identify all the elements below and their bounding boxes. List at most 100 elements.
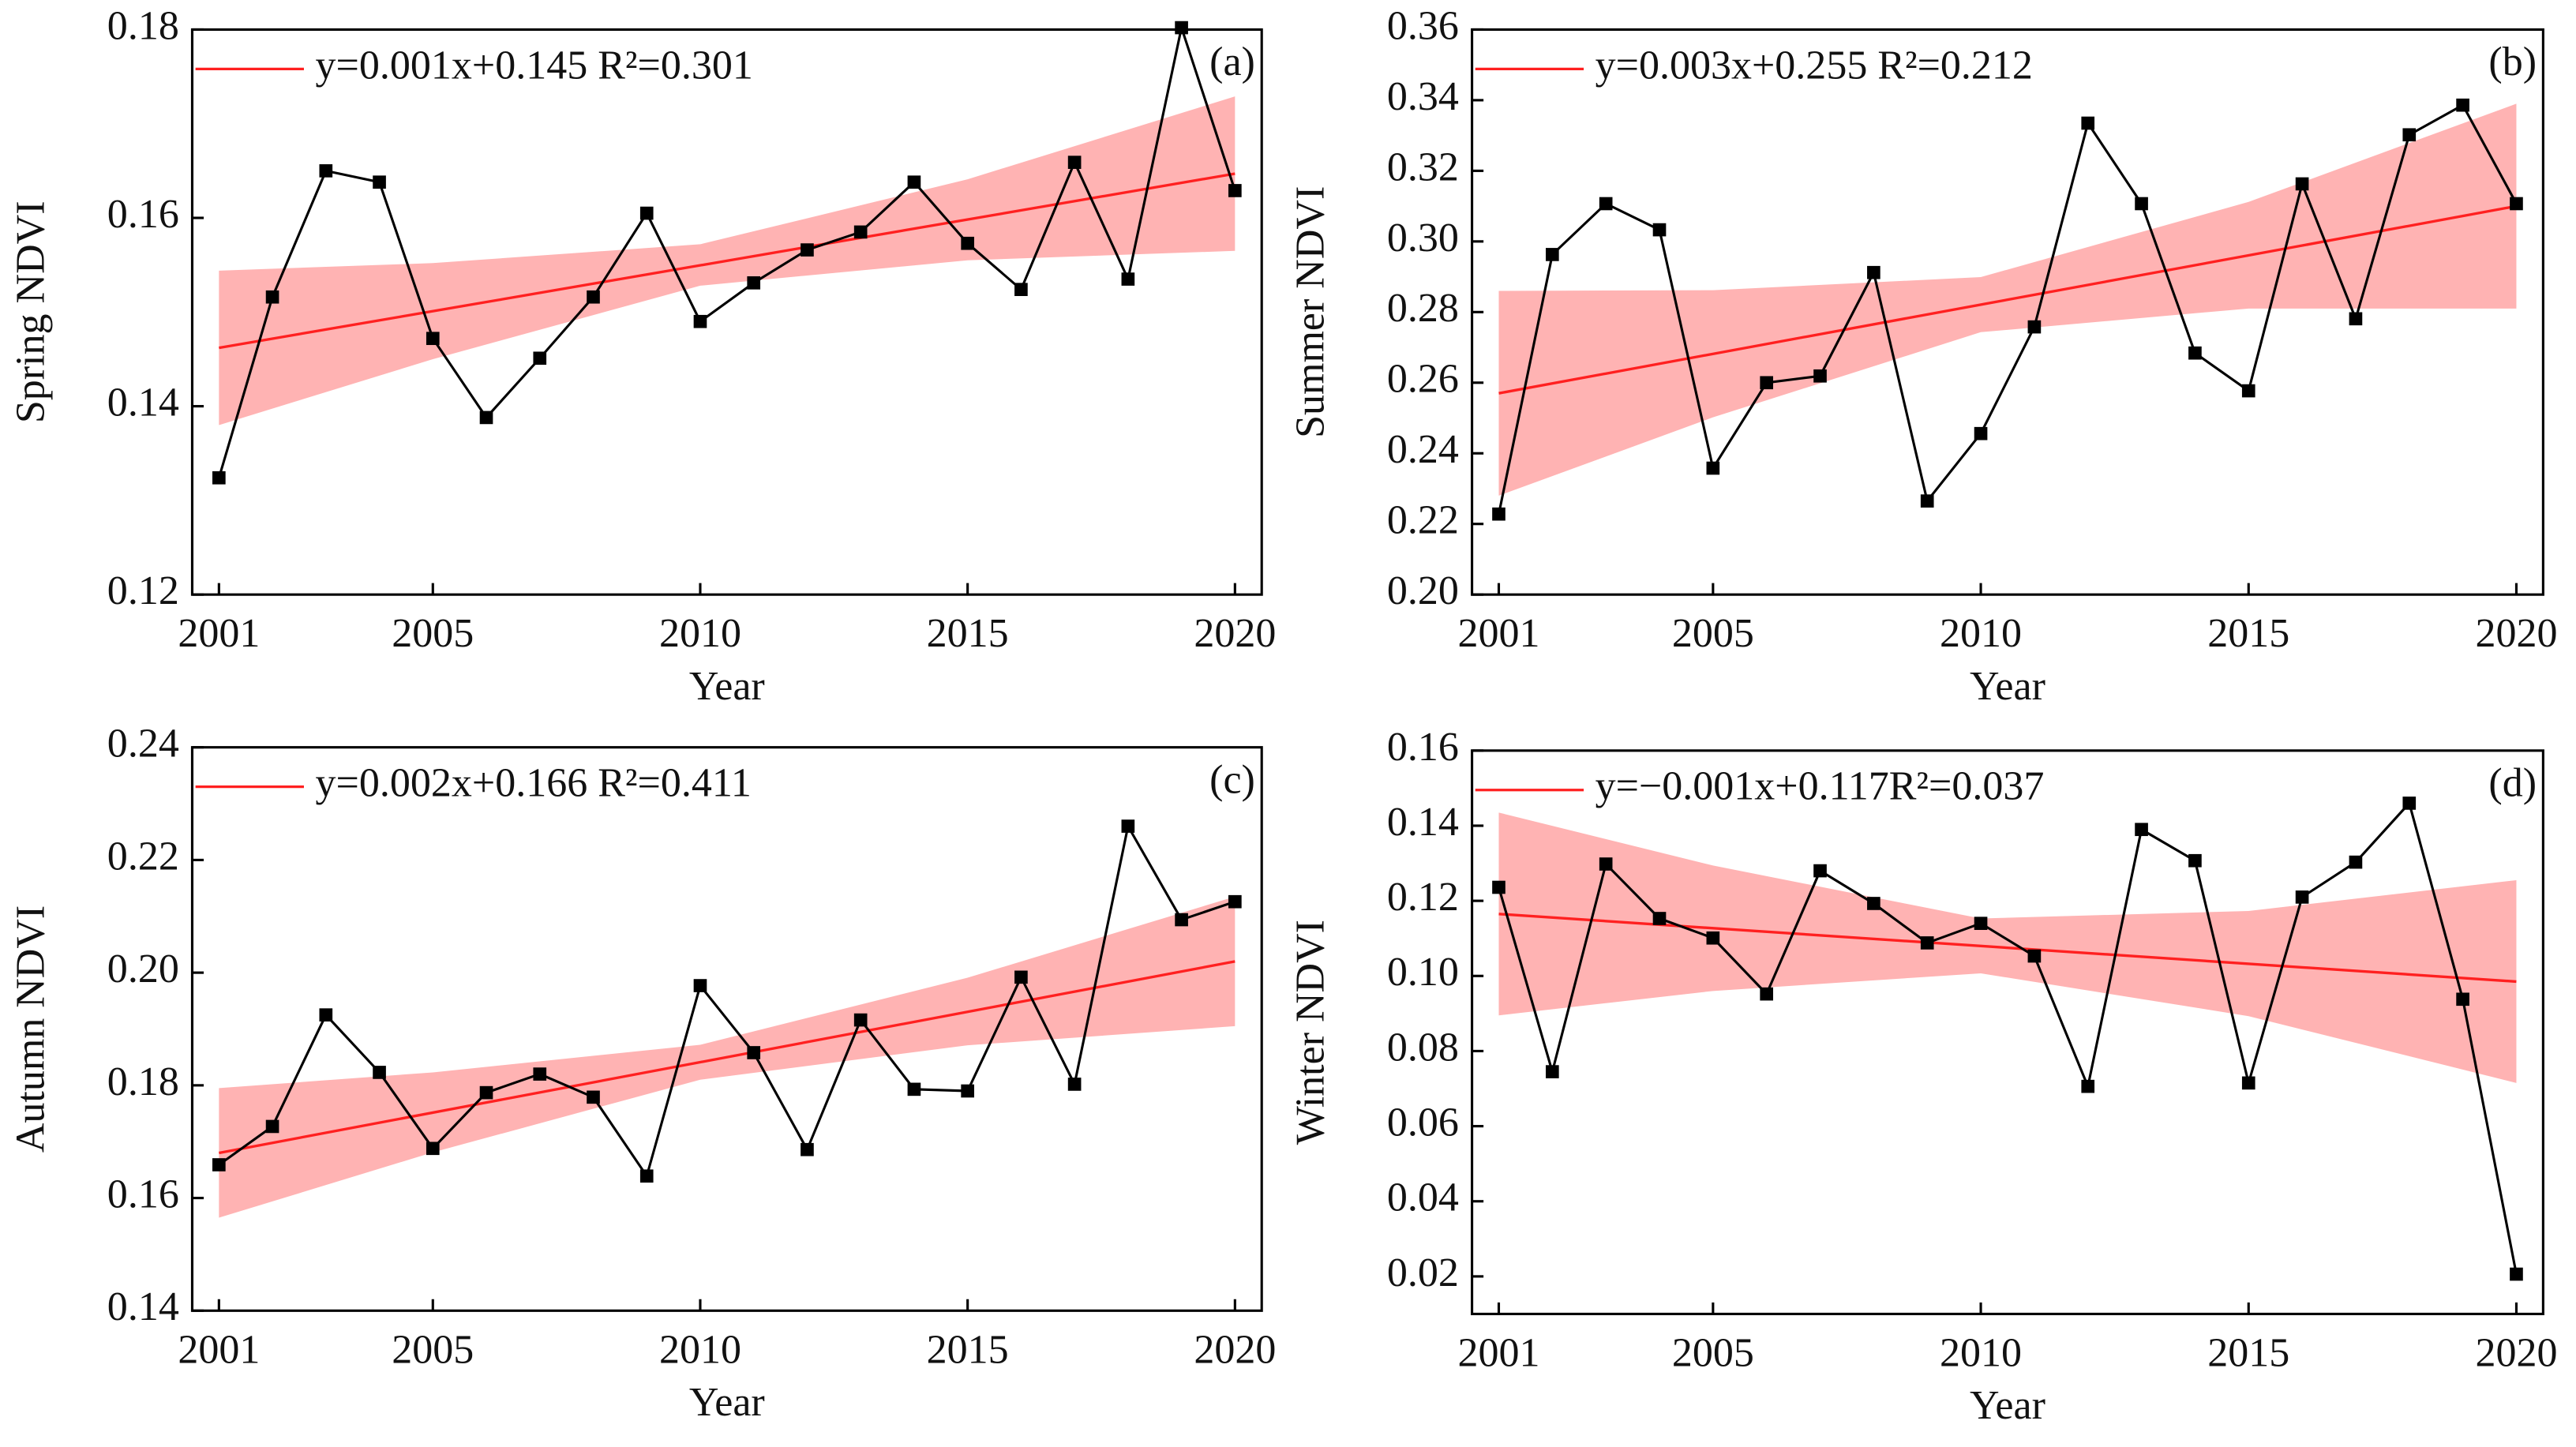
trend-line [1498,913,2517,984]
data-point [533,351,547,365]
y-tick-label: 0.12 [1387,875,1459,920]
data-point [1760,376,1774,390]
y-tick-label: 0.22 [1387,498,1459,543]
data-point [2510,197,2523,211]
data-point [1974,426,1988,440]
data-point [853,225,868,239]
data-point [1067,1078,1082,1091]
x-tick-label: 2015 [2207,1331,2289,1376]
data-point [693,979,707,992]
data-point [479,410,493,425]
data-point [2241,384,2255,398]
panel-label: (a) [1209,39,1255,84]
y-tick-label: 0.32 [1387,144,1459,189]
data-point [426,332,440,346]
data-point [1546,248,1559,261]
data-point [1813,369,1827,383]
y-tick-label: 0.04 [1387,1175,1459,1220]
data-point [1014,970,1028,984]
data-point [2081,1079,2095,1093]
data-point [2349,312,2363,326]
data-point [426,1141,440,1156]
y-tick-label: 0.24 [107,722,179,767]
x-tick-label: 2020 [1194,1327,1276,1372]
x-tick-label: 2010 [1940,1331,2022,1376]
x-tick-label: 2020 [2475,1331,2557,1376]
data-point [212,1158,226,1171]
data-point [1760,987,1774,1001]
data-point [1867,897,1880,910]
y-tick-label: 0.34 [1387,74,1459,119]
y-axis-label: Summer NDVI [1288,186,1333,438]
data-point [1599,857,1613,871]
x-tick-label: 2001 [1457,1331,1539,1376]
data-point [639,1169,654,1183]
data-point [2510,1267,2523,1281]
data-point [639,206,654,220]
data-point [319,1008,333,1022]
x-tick-label: 2015 [927,1327,1009,1372]
x-tick-label: 2001 [1457,611,1539,656]
y-tick-label: 0.16 [107,192,179,237]
data-point [853,1013,868,1027]
x-axis-label: Year [1970,1383,2045,1428]
panel-label: (c) [1209,757,1255,802]
y-tick-label: 0.16 [107,1172,179,1217]
data-point [1974,917,1988,931]
series-line [218,823,1236,1179]
legend-label: y=0.002x+0.166 R²=0.411 [316,761,752,806]
data-point [319,164,333,178]
y-tick-label: 0.30 [1387,216,1459,261]
data-point [747,276,761,290]
series-line [1497,800,2518,1275]
data-point [2295,177,2309,191]
y-tick-label: 0.14 [1387,800,1459,845]
data-point [1599,197,1613,211]
data-point [2456,992,2469,1007]
plot-frame [190,28,1263,596]
data-point [1228,184,1242,197]
x-tick-label: 2010 [659,1327,741,1372]
y-tick-label: 0.20 [107,947,179,992]
x-axis-label: Year [1970,664,2045,709]
data-point [1546,1065,1559,1078]
data-point [1175,913,1188,927]
y-axis-label: Autumn NDVI [9,905,54,1153]
panel-label: (d) [2488,761,2537,806]
data-point [907,175,921,189]
trend-line [219,172,1236,350]
data-point [1867,265,1880,279]
x-tick-label: 2010 [659,611,741,656]
data-point [2241,1076,2255,1090]
data-point [587,1090,600,1104]
data-point [2135,197,2148,211]
x-tick-label: 2015 [927,611,1009,656]
data-point [533,1067,547,1081]
data-point [1920,936,1934,950]
y-tick-label: 0.16 [1387,725,1459,770]
legend-label: y=0.001x+0.145 R²=0.301 [316,43,753,88]
plot-frame [190,746,1263,1312]
data-point [2188,853,2202,868]
panel-label: (b) [2488,39,2537,84]
y-tick-label: 0.18 [107,3,179,48]
series-line [1497,103,2518,515]
x-tick-label: 2001 [178,1327,260,1372]
data-point [2295,890,2309,904]
data-point [1652,912,1667,925]
x-axis-label: Year [689,664,765,709]
data-point [2188,346,2202,360]
y-axis-label: Spring NDVI [9,201,54,423]
data-point [373,1066,386,1079]
data-point [373,175,386,189]
legend-label: y=−0.001x+0.117R²=0.037 [1595,764,2045,809]
data-point [1121,272,1135,286]
data-point [1652,223,1667,237]
plot-frame [1471,749,2544,1316]
y-tick-label: 0.14 [107,380,179,425]
data-point [2135,823,2148,837]
y-tick-label: 0.28 [1387,286,1459,331]
data-point [2027,949,2042,963]
